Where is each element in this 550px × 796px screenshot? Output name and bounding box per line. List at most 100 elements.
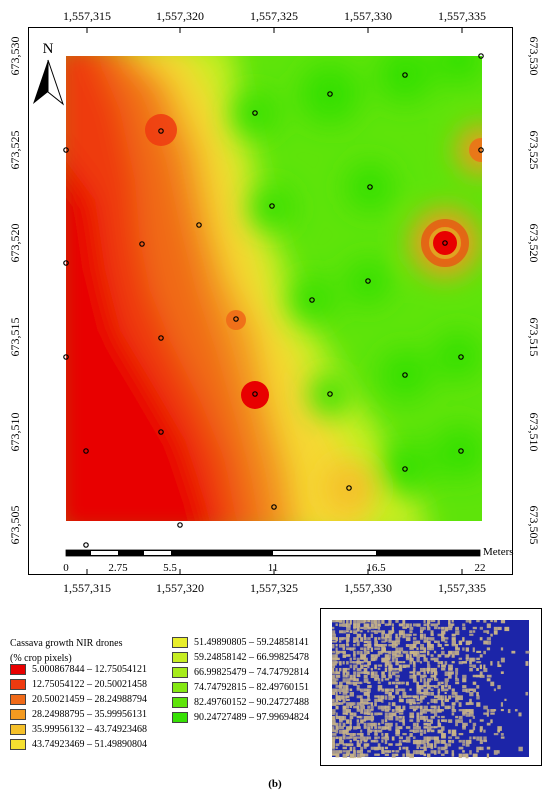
inset-soil-patch	[332, 712, 335, 715]
inset-soil-patch	[398, 630, 404, 635]
inset-soil-patch	[412, 739, 418, 745]
inset-soil-patch	[356, 702, 361, 706]
inset-soil-patch	[381, 733, 384, 736]
inset-soil-patch	[426, 620, 431, 624]
inset-soil-patch	[353, 678, 357, 681]
inset-soil-patch	[349, 678, 354, 681]
inset-soil-patch	[335, 729, 339, 734]
inset-soil-patch	[332, 743, 336, 748]
inset-soil-patch	[388, 743, 393, 746]
inset-soil-patch	[525, 691, 529, 696]
inset-soil-patch	[455, 630, 460, 636]
inset-soil-patch	[437, 688, 441, 694]
inset-soil-patch	[416, 650, 420, 655]
inset-soil-patch	[353, 661, 358, 664]
inset-soil-patch	[395, 650, 400, 654]
inset-soil-patch	[409, 643, 414, 649]
inset-soil-patch	[388, 674, 393, 679]
inset-soil-patch	[441, 733, 446, 737]
inset-soil-patch	[384, 746, 388, 750]
inset-soil-patch	[455, 698, 459, 703]
inset-soil-patch	[479, 726, 483, 731]
inset-soil-patch	[395, 654, 400, 658]
legend-swatch	[10, 723, 26, 735]
inset-soil-patch	[412, 664, 416, 668]
inset-soil-patch	[339, 637, 344, 641]
inset-soil-patch	[416, 705, 420, 709]
inset-soil-patch	[381, 726, 386, 730]
inset-soil-patch	[430, 654, 434, 657]
legend-item: 43.74923469 – 51.49890804	[10, 738, 147, 750]
inset-soil-patch	[395, 657, 398, 662]
x-tick-top-2: 1,557,320	[156, 9, 204, 23]
inset-soil-patch	[367, 626, 371, 630]
inset-soil-patch	[448, 671, 453, 675]
inset-soil-patch	[405, 750, 410, 755]
inset-soil-patch	[462, 709, 467, 714]
inset-soil-patch	[409, 705, 414, 710]
inset-soil-patch	[419, 674, 425, 679]
sample-point	[458, 354, 464, 360]
inset-soil-patch	[469, 688, 473, 691]
inset-soil-patch	[402, 739, 407, 743]
inset-soil-patch	[426, 753, 431, 758]
inset-soil-patch	[430, 643, 434, 648]
inset-soil-patch	[363, 715, 368, 721]
inset-soil-patch	[370, 626, 375, 630]
inset-soil-patch	[388, 640, 393, 643]
inset-soil-patch	[339, 715, 344, 721]
inset-soil-patch	[437, 750, 441, 754]
inset-soil-patch	[465, 657, 469, 662]
inset-soil-patch	[448, 667, 453, 671]
inset-soil-patch	[353, 643, 356, 647]
inset-soil-patch	[360, 715, 363, 719]
legend-swatch	[10, 738, 26, 750]
inset-soil-patch	[402, 688, 406, 692]
x-tick-labels-bottom: 1,557,315 1,557,320 1,557,325 1,557,330 …	[63, 581, 486, 595]
inset-soil-patch	[395, 709, 400, 713]
inset-soil-patch	[363, 691, 368, 696]
inset-soil-patch	[497, 685, 501, 690]
sample-point	[63, 260, 69, 266]
inset-soil-patch	[437, 654, 442, 658]
inset-soil-patch	[374, 637, 377, 641]
legend-label: 43.74923469 – 51.49890804	[32, 738, 147, 750]
inset-soil-patch	[363, 657, 368, 663]
inset-soil-patch	[423, 726, 428, 729]
inset-soil-patch	[339, 736, 343, 741]
inset-soil-patch	[398, 739, 402, 744]
inset-soil-patch	[391, 695, 395, 699]
inset-soil-patch	[402, 695, 407, 698]
inset-soil-patch	[455, 695, 460, 700]
inset-soil-patch	[476, 620, 480, 623]
inset-soil-patch	[416, 623, 421, 627]
inset-soil-patch	[451, 688, 455, 692]
inset-soil-patch	[342, 674, 348, 678]
inset-soil-patch	[363, 698, 369, 704]
inset-soil-patch	[381, 688, 385, 692]
inset-soil-patch	[360, 630, 363, 633]
inset-soil-patch	[374, 729, 378, 733]
inset-soil-patch	[500, 657, 505, 663]
inset-soil-patch	[423, 695, 427, 698]
inset-soil-patch	[332, 667, 335, 673]
inset-soil-patch	[363, 623, 369, 628]
inset-soil-patch	[356, 736, 361, 739]
inset-soil-patch	[342, 630, 346, 634]
inset-soil-patch	[479, 746, 484, 751]
x-tick-bottom-1: 1,557,315	[63, 581, 111, 595]
legend-swatch	[172, 696, 188, 708]
inset-soil-patch	[391, 650, 397, 656]
inset-soil-patch	[388, 620, 392, 624]
inset-soil-patch	[497, 750, 500, 754]
inset-soil-patch	[356, 743, 361, 747]
inset-soil-patch	[476, 750, 479, 753]
inset-soil-patch	[346, 709, 351, 713]
inset-soil-patch	[441, 637, 445, 642]
inset-soil-patch	[384, 750, 389, 753]
inset-soil-patch	[451, 729, 457, 734]
inset-soil-patch	[346, 643, 350, 647]
inset-soil-patch	[363, 736, 369, 741]
inset-soil-patch	[391, 623, 395, 627]
inset-soil-patch	[490, 719, 493, 724]
